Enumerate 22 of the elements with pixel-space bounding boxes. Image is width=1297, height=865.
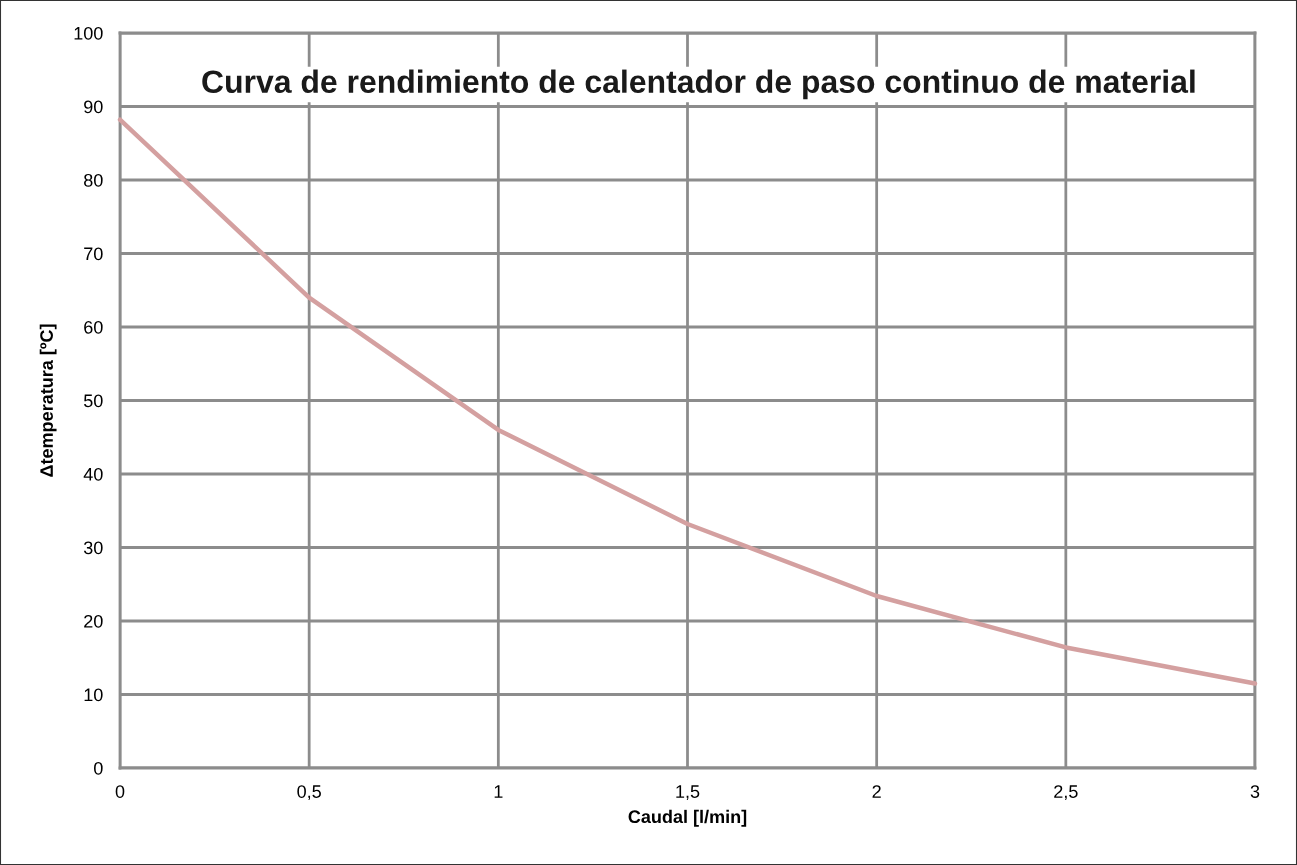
y-tick-label: 0	[94, 761, 103, 775]
y-tick-label: 90	[84, 100, 103, 114]
y-tick-label: 50	[83, 394, 103, 408]
y-tick-label: 100	[74, 26, 103, 40]
x-tick-label: 1	[494, 785, 503, 798]
x-tick-label: 2,5	[1054, 785, 1078, 801]
x-tick-label: 3	[1250, 785, 1260, 798]
y-tick-label: 20	[84, 614, 103, 628]
y-tick-label: 60	[84, 320, 103, 334]
y-tick-label: 40	[83, 467, 103, 481]
y-tick-label: 70	[84, 247, 103, 261]
x-tick-label: 2	[872, 785, 881, 798]
text: Curva de rendimiento de calentador de paso continuo de material	[202, 69, 1195, 100]
x-tick-label: 0,5	[297, 785, 321, 801]
x-tick-label: 1,5	[676, 785, 700, 801]
x-tick-label: 0	[115, 785, 125, 798]
y-tick-label: 10	[84, 688, 103, 702]
y-tick-label: 30	[83, 541, 103, 555]
y-axis-title: Δtemperatura [ºC]	[39, 324, 57, 477]
x-axis-title: Caudal [l/min]	[628, 809, 747, 827]
line-series	[117, 117, 1258, 686]
y-tick-label: 80	[84, 173, 103, 187]
